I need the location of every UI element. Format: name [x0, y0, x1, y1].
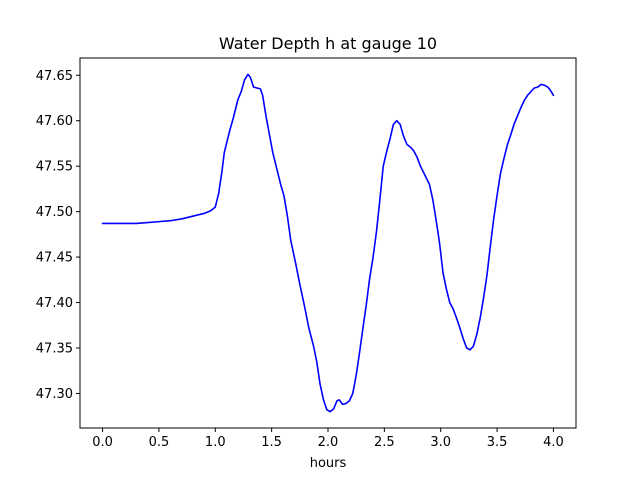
y-tick-label: 47.65	[36, 69, 73, 84]
x-axis-label: hours	[310, 456, 347, 471]
plot-area	[80, 58, 576, 428]
y-axis-ticks: 47.30 47.35 47.40 47.45 47.50 47.55 47.60 47.65	[36, 69, 80, 402]
y-tick-label: 47.45	[36, 251, 73, 266]
x-tick-label: 1.0	[205, 435, 226, 450]
x-tick-label: 2.0	[318, 435, 339, 450]
y-tick-label: 47.40	[36, 296, 73, 311]
chart-title: Water Depth h at gauge 10	[219, 34, 437, 53]
y-tick-label: 47.50	[36, 205, 73, 220]
x-tick-label: 3.5	[487, 435, 508, 450]
x-tick-label: 0.5	[149, 435, 170, 450]
plot-frame	[79, 57, 577, 429]
x-tick-label: 0.0	[92, 435, 113, 450]
series-line	[101, 73, 555, 413]
y-tick-label: 47.60	[36, 114, 73, 129]
x-tick-label: 1.5	[261, 435, 282, 450]
y-tick-label: 47.30	[36, 387, 73, 402]
x-tick-label: 4.0	[543, 435, 564, 450]
x-tick-label: 3.0	[430, 435, 451, 450]
y-tick-label: 47.35	[36, 342, 73, 357]
x-tick-label: 2.5	[374, 435, 395, 450]
y-tick-label: 47.55	[36, 160, 73, 175]
x-axis-ticks: 0.0 0.5 1.0 1.5 2.0 2.5 3.0 3.5 4.0	[92, 428, 564, 450]
series-layer	[101, 73, 555, 413]
